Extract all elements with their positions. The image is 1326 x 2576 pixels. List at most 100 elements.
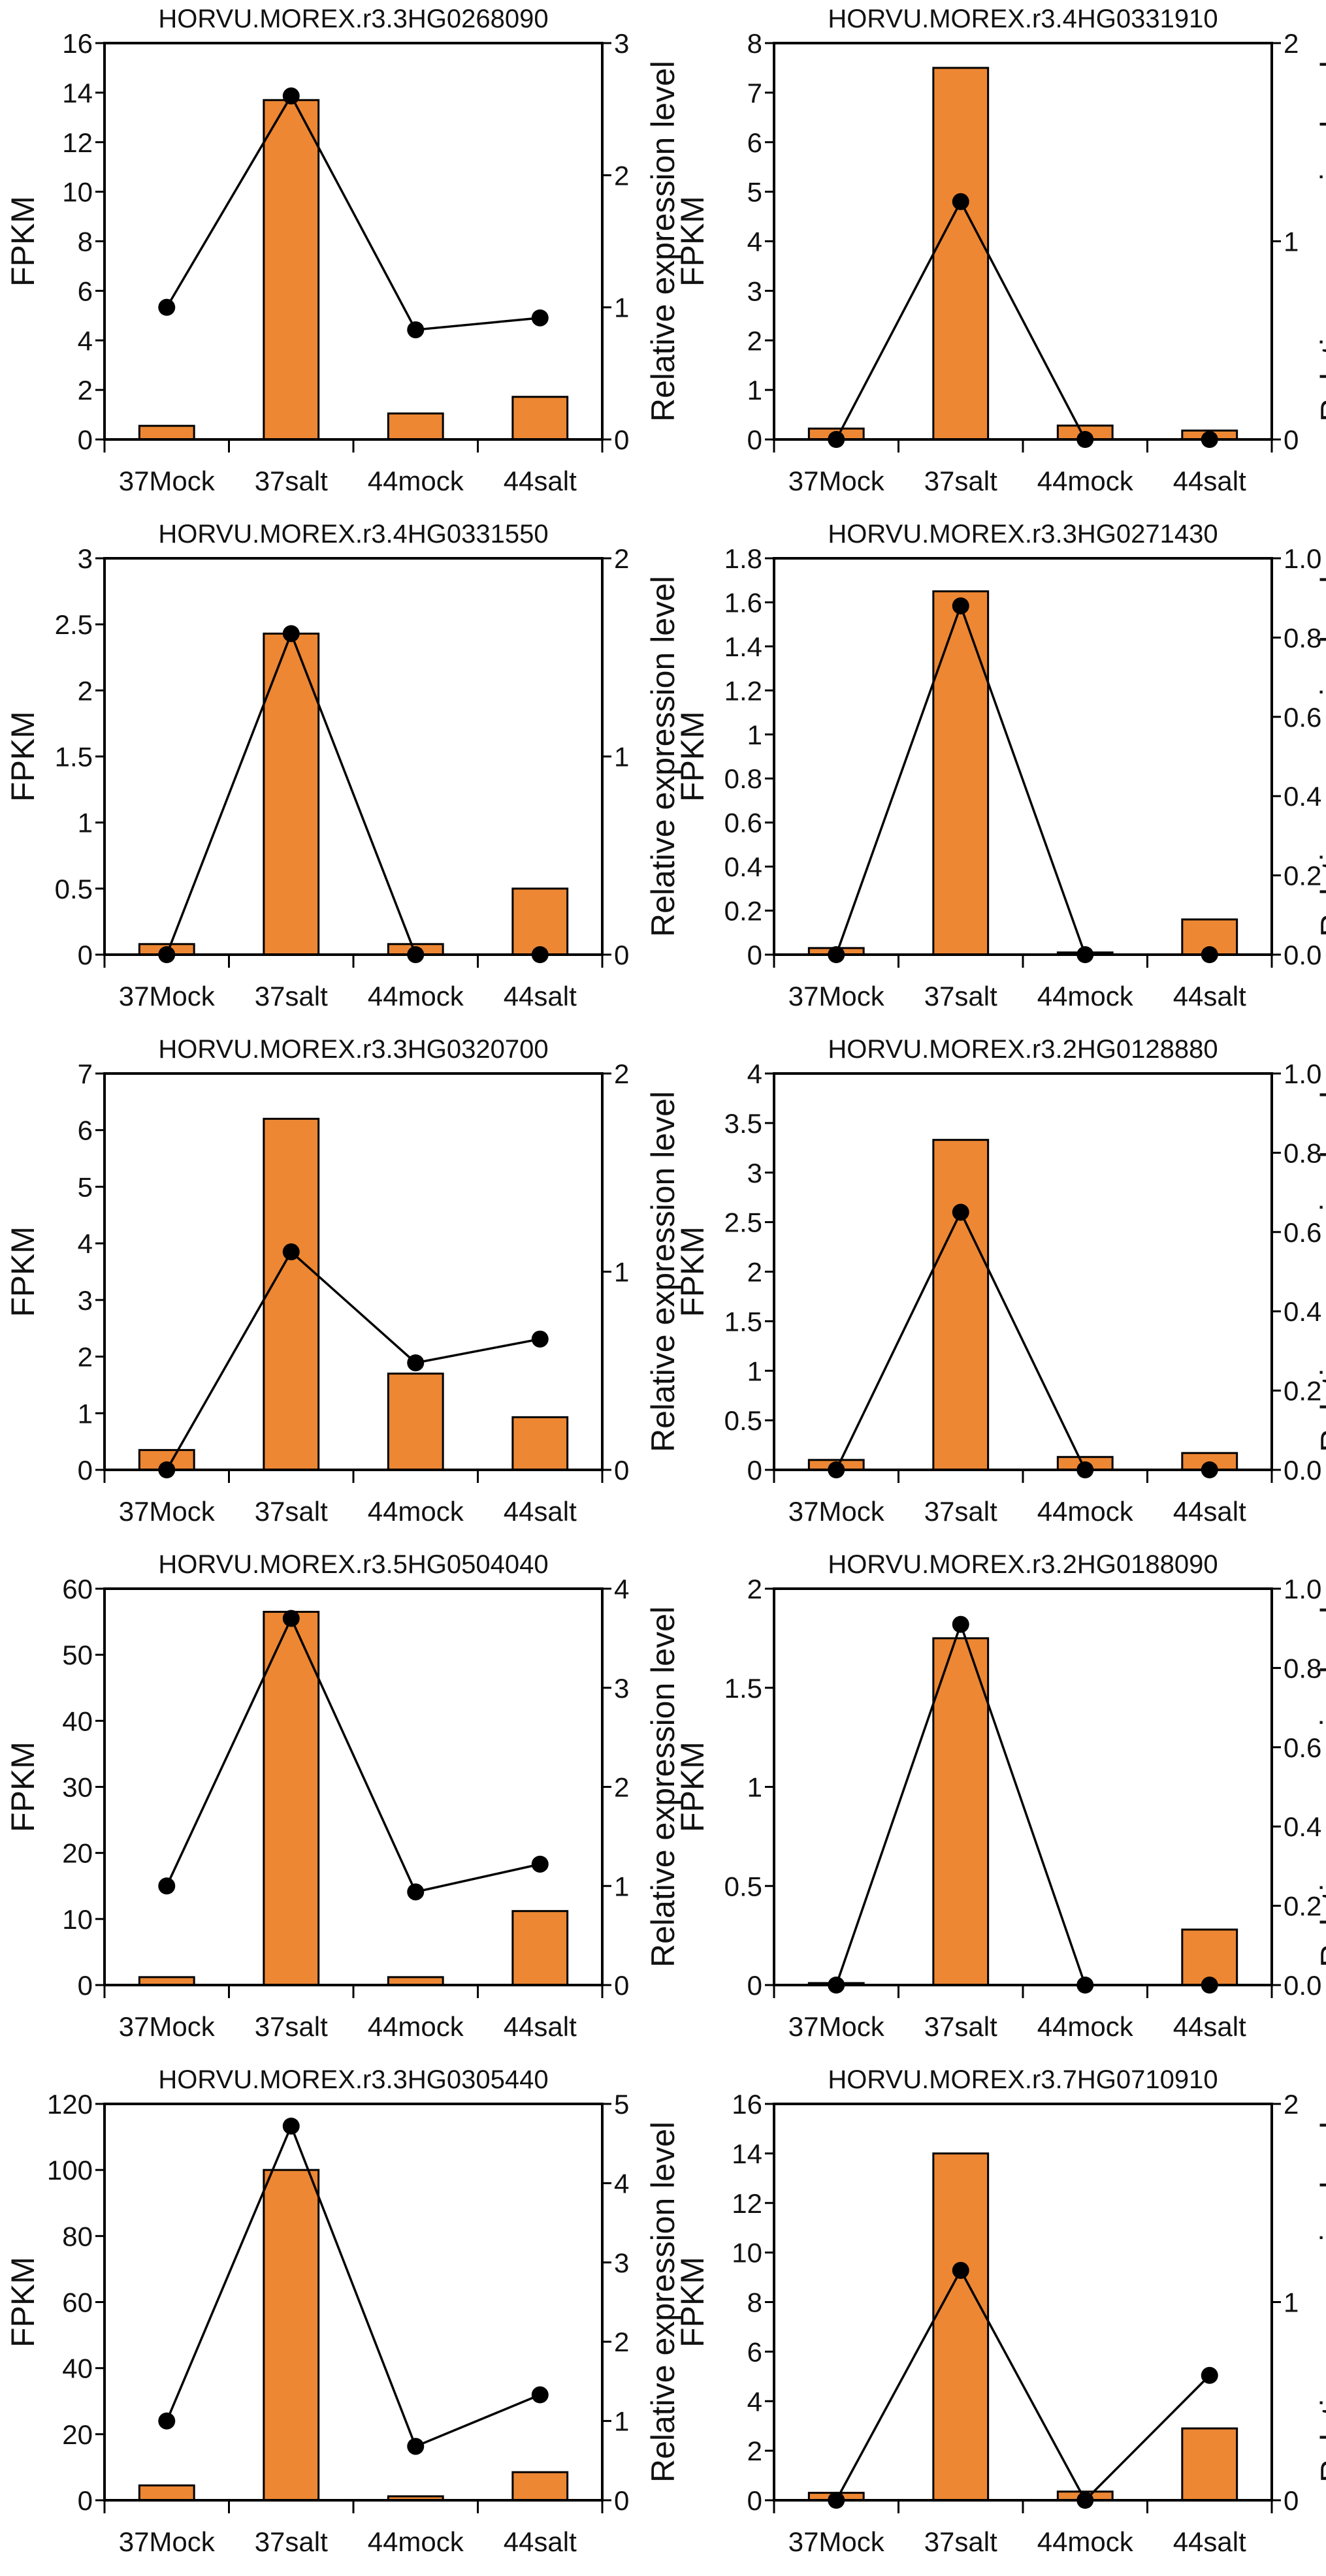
- y-tick-label: 40: [62, 2353, 93, 2384]
- bar: [263, 1117, 320, 1471]
- y2-tick-label: 4: [614, 1574, 629, 1604]
- expression-line: [165, 2123, 541, 2448]
- y-tick-label: 0.5: [55, 874, 93, 904]
- expression-point: [531, 309, 549, 326]
- y2-tick-label: 1: [614, 293, 629, 323]
- y2-tick-label: 0.6: [1284, 702, 1321, 733]
- y-tick-label: 0: [78, 1970, 93, 2001]
- chart-title: HORVU.MOREX.r3.3HG0268090: [158, 5, 548, 33]
- y2-tick-label: 0: [614, 2485, 629, 2516]
- x-tick-label: 37Mock: [119, 1496, 216, 1527]
- x-tick-label: 37salt: [924, 1496, 997, 1527]
- y-tick-label: 12: [62, 127, 93, 158]
- x-tick-label: 44mock: [1037, 981, 1134, 1011]
- y-tick-label: 12: [732, 2188, 762, 2219]
- y-tick-label: 1: [747, 375, 762, 405]
- expression-line: [835, 602, 1210, 956]
- chart-title: HORVU.MOREX.r3.7HG0710910: [828, 2065, 1218, 2094]
- y2-tick-label: 1: [1284, 227, 1299, 257]
- expression-point: [407, 1354, 425, 1372]
- y-tick-label: 40: [62, 1706, 93, 1736]
- y-tick-label: 80: [62, 2221, 93, 2251]
- chart-title: HORVU.MOREX.r3.2HG0128880: [828, 1035, 1218, 1064]
- x-tick-label: 44salt: [504, 466, 577, 496]
- expression-point: [407, 2438, 425, 2455]
- expression-point: [1201, 431, 1218, 448]
- y2-axis-label: Relative expression level: [1314, 1606, 1326, 1967]
- x-tick-label: 44salt: [1173, 981, 1246, 1011]
- plot-frame: [773, 42, 1273, 441]
- y-tick-label: 6: [747, 2336, 762, 2367]
- y2-tick-label: 0.4: [1284, 781, 1321, 812]
- y-tick-label: 1: [747, 1356, 762, 1386]
- plot-frame: [773, 1587, 1273, 1986]
- y-axis-label: FPKM: [674, 1741, 711, 1832]
- y-axis-label: FPKM: [5, 2257, 41, 2347]
- y2-tick-label: 0: [614, 940, 629, 970]
- y-tick-label: 6: [78, 276, 93, 306]
- x-tick-label: 44mock: [1037, 1496, 1134, 1527]
- y-tick-label: 1.5: [55, 742, 93, 772]
- bar: [932, 2152, 990, 2502]
- y-tick-label: 100: [47, 2155, 93, 2186]
- chart-panel: HORVU.MOREX.r3.3HG0271430 0 0.2 0.4 0.6 0.8 1 1…: [674, 520, 1326, 1011]
- x-tick-label: 37Mock: [788, 2011, 885, 2042]
- expression-line: [165, 630, 540, 956]
- x-tick-label: 37Mock: [119, 2526, 216, 2557]
- y2-axis-label: Relative expression level: [645, 2122, 681, 2483]
- y-axis-label: FPKM: [674, 196, 711, 287]
- y-tick-label: 2: [747, 1257, 762, 1288]
- y-tick-label: 1: [78, 1398, 93, 1429]
- y-tick-label: 60: [62, 1574, 93, 1604]
- y-tick-label: 2.5: [724, 1207, 762, 1238]
- y-tick-label: 4: [747, 2386, 762, 2417]
- y-tick-label: 0: [747, 1455, 762, 1486]
- y2-axis-label: Relative expression level: [645, 1091, 681, 1452]
- y-tick-label: 0.6: [724, 808, 762, 838]
- x-tick-label: 37Mock: [119, 2011, 216, 2042]
- x-tick-label: 44salt: [1173, 2526, 1246, 2557]
- x-tick-label: 44mock: [1037, 2526, 1134, 2557]
- expression-point: [828, 2492, 845, 2509]
- y2-tick-label: 1: [614, 1871, 629, 1901]
- x-tick-label: 37Mock: [119, 466, 216, 496]
- bar: [1181, 1928, 1238, 1986]
- expression-point: [1201, 946, 1218, 963]
- plot-frame: [103, 42, 604, 441]
- x-tick-label: 44salt: [504, 2011, 577, 2042]
- y2-tick-label: 0.2: [1284, 861, 1321, 891]
- x-tick-label: 44salt: [504, 1496, 577, 1527]
- x-tick-label: 37salt: [255, 2526, 328, 2557]
- y2-tick-label: 0: [614, 424, 629, 455]
- y-tick-label: 3.5: [724, 1108, 762, 1139]
- expression-point: [828, 1461, 845, 1478]
- chart-panel: HORVU.MOREX.r3.3HG0268090024681012141601…: [5, 5, 681, 496]
- y2-axis-label: Relative expression level: [1314, 576, 1326, 937]
- y2-tick-label: 2: [614, 543, 629, 574]
- y-tick-label: 20: [62, 1838, 93, 1869]
- bar: [387, 1373, 444, 1471]
- chart-panel: HORVU.MOREX.r3.2HG0128880 0 0.5 1 1.5 2 2.5 3 3.…: [674, 1035, 1326, 1527]
- x-tick-label: 37Mock: [788, 2526, 885, 2557]
- y-tick-label: 1.2: [724, 675, 762, 706]
- expression-point: [531, 1330, 549, 1348]
- x-tick-label: 37Mock: [119, 981, 216, 1011]
- y-axis-label: FPKM: [674, 2257, 711, 2347]
- expression-line: [165, 1250, 541, 1471]
- expression-point: [158, 1461, 176, 1478]
- y-tick-label: 1.4: [724, 631, 762, 662]
- expression-point: [1201, 1461, 1218, 1478]
- expression-point: [1076, 1977, 1094, 1994]
- y-tick-label: 1: [747, 720, 762, 750]
- x-tick-label: 37salt: [924, 981, 997, 1011]
- expression-line: [835, 1621, 1210, 1986]
- y-tick-label: 2.5: [55, 609, 93, 640]
- bar: [263, 632, 320, 956]
- plot-frame: [773, 1072, 1273, 1471]
- expression-point: [158, 298, 176, 316]
- y-tick-label: 2: [78, 375, 93, 405]
- expression-line: [835, 199, 1210, 441]
- expression-point: [952, 193, 969, 210]
- expression-line: [165, 1615, 541, 1894]
